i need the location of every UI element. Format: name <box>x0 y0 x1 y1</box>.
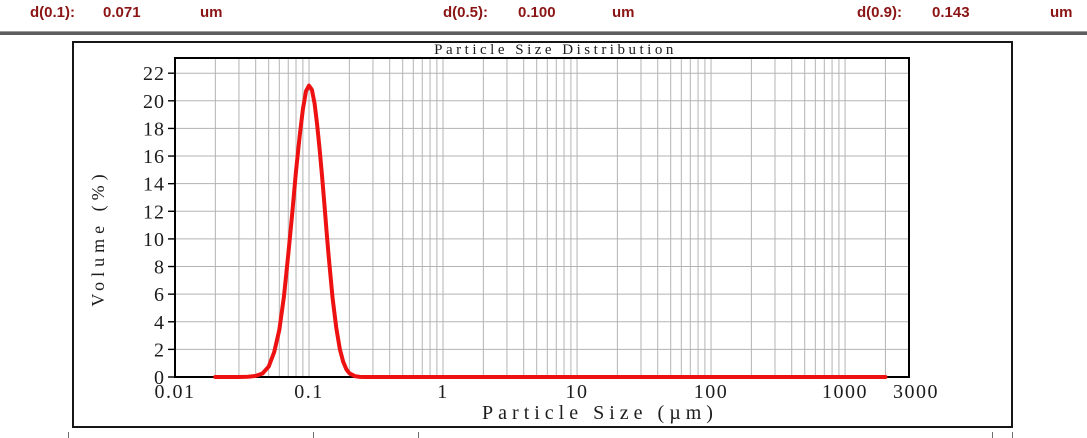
cutoff-table-mark <box>992 432 993 438</box>
y-tick-label: 16 <box>143 146 165 168</box>
y-tick-label: 6 <box>154 284 165 306</box>
cutoff-table-mark <box>313 432 314 438</box>
x-tick-label: 3000 <box>893 381 939 403</box>
x-tick-label: 1 <box>437 381 449 403</box>
x-tick-label: 1000 <box>822 381 868 403</box>
x-axis-label: Particle Size (µm) <box>482 402 718 424</box>
y-tick-label: 4 <box>154 312 165 334</box>
x-tick-label: 0.1 <box>294 381 324 403</box>
d50-unit: um <box>612 4 635 21</box>
y-tick-label: 8 <box>154 257 165 279</box>
y-tick-label: 14 <box>143 174 165 196</box>
header-divider-rule <box>0 31 1087 35</box>
plot-border <box>174 57 910 378</box>
y-tick-label: 18 <box>143 118 165 140</box>
particle-size-distribution-plot: 0 2 4 6 8 10 12 14 16 18 20 22 0.01 0.1 1 10 100 1000 3000 <box>143 57 939 403</box>
d50-label: d(0.5): <box>443 4 488 21</box>
y-tick-label: 2 <box>154 339 165 361</box>
d90-label: d(0.9): <box>857 4 902 21</box>
cutoff-table-mark <box>418 432 419 438</box>
cutoff-table-mark <box>68 432 69 438</box>
d90-value: 0.143 <box>932 4 970 21</box>
chart-frame <box>72 41 1013 428</box>
d10-label: d(0.1): <box>30 4 75 21</box>
y-tick-label: 12 <box>143 201 165 223</box>
y-tick-label: 0 <box>154 367 165 389</box>
y-tick-label: 10 <box>143 229 165 251</box>
y-tick-label: 20 <box>143 91 165 113</box>
d10-unit: um <box>200 4 223 21</box>
d90-unit: um <box>1050 4 1073 21</box>
y-axis-label: Volume (%) <box>88 169 108 307</box>
chart-title: Particle Size Distribution <box>434 42 677 58</box>
x-tick-label: 0.01 <box>155 381 196 403</box>
x-tick-label: 100 <box>694 381 729 403</box>
d50-value: 0.100 <box>518 4 556 21</box>
x-tick-label: 10 <box>566 381 589 403</box>
cutoff-table-mark <box>1012 432 1013 438</box>
y-tick-label: 22 <box>143 63 165 85</box>
volume-curve <box>213 83 888 379</box>
d10-value: 0.071 <box>103 4 141 21</box>
